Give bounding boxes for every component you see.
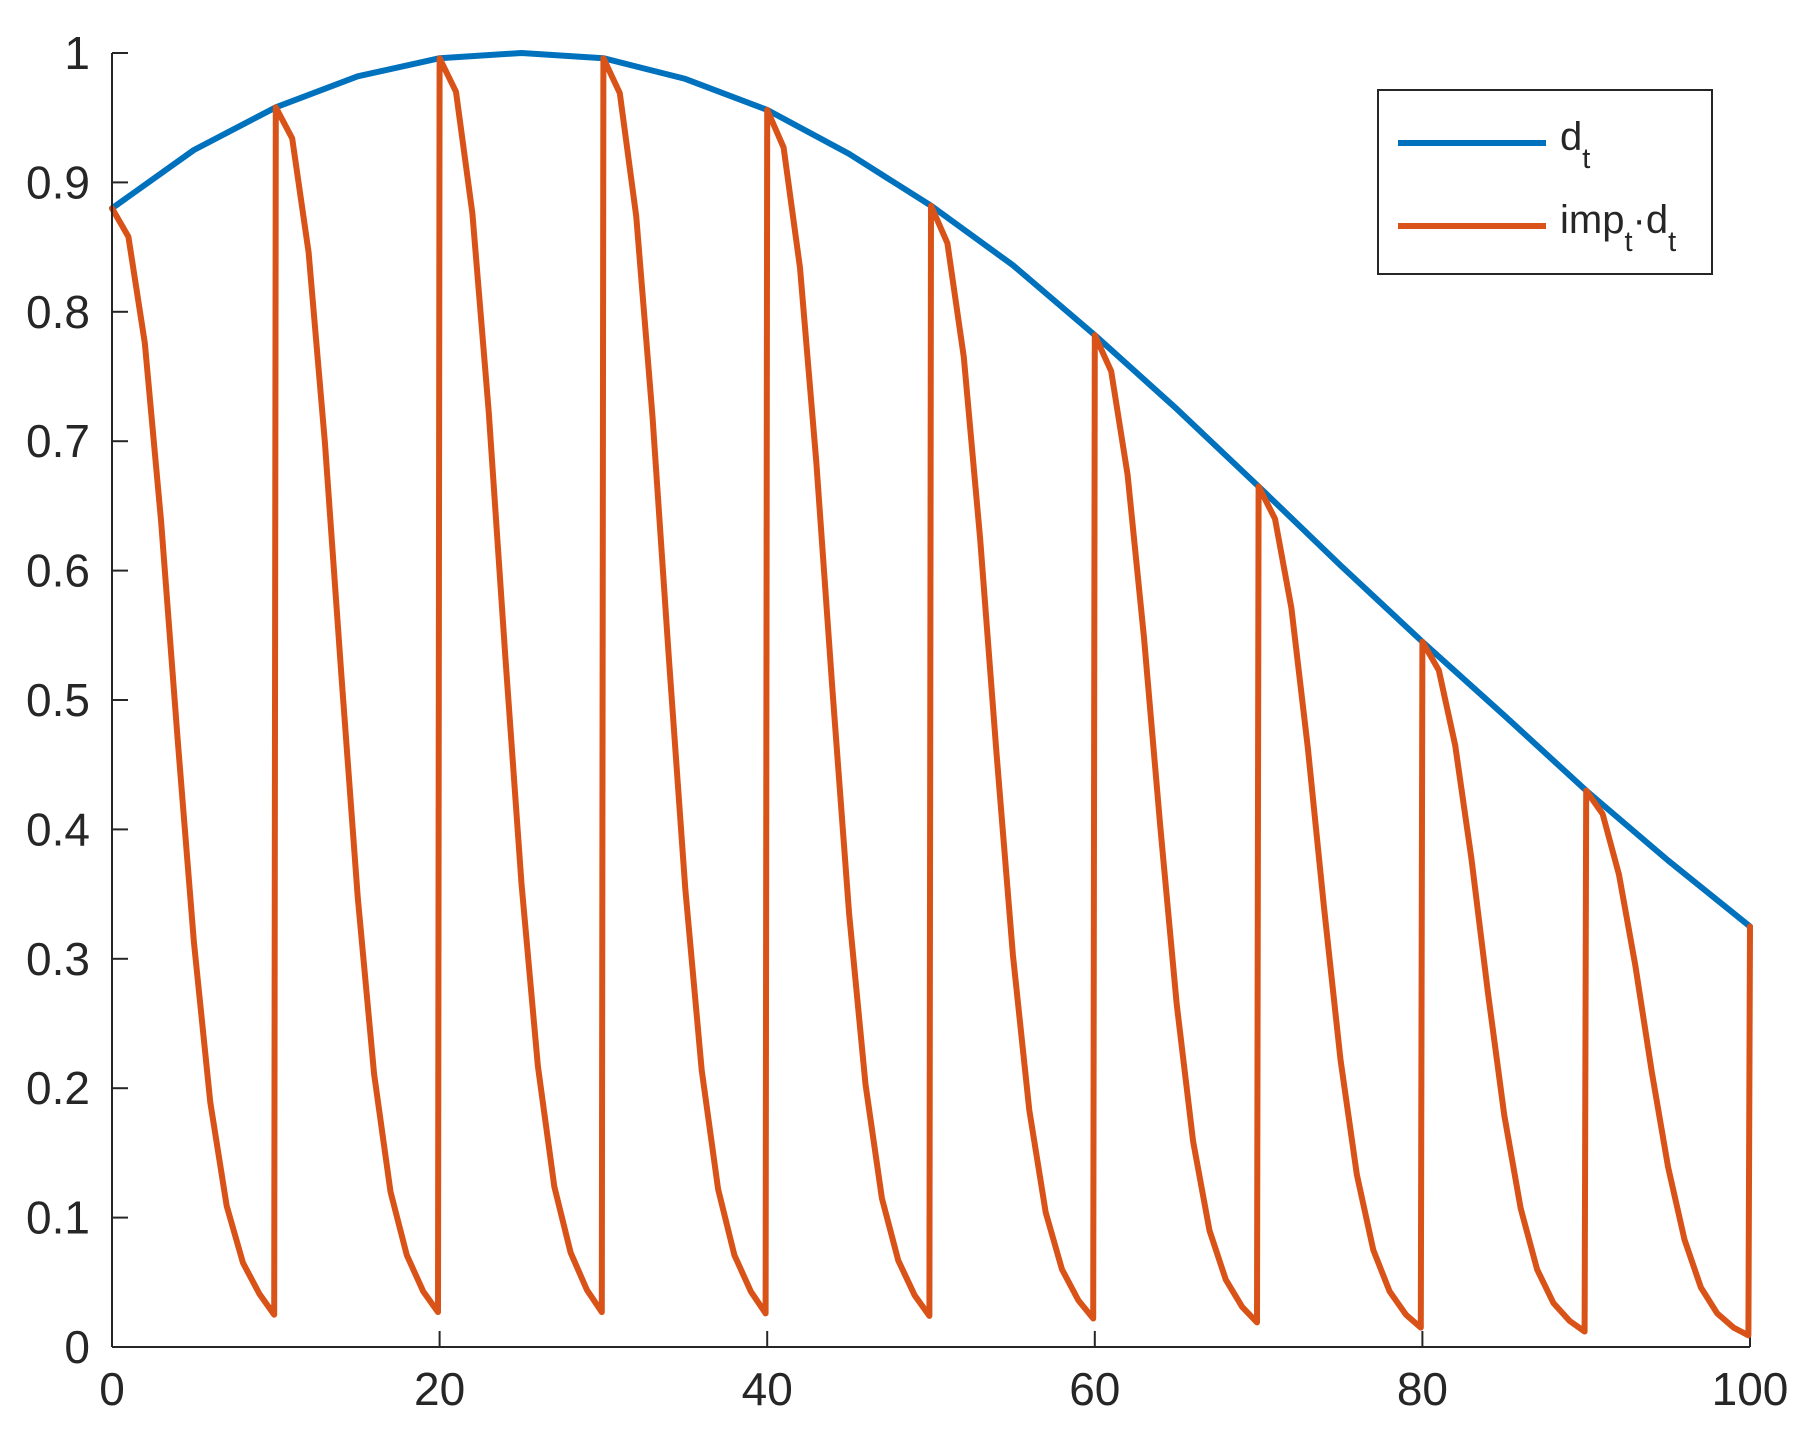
x-tick-label: 100 [1712, 1363, 1789, 1415]
legend-box [1377, 89, 1713, 275]
x-axis-ticks: 0 20 40 60 80 100 [99, 1331, 1788, 1415]
y-tick-label: 0.5 [26, 674, 90, 726]
legend-label-d: dt [1560, 115, 1590, 175]
y-axis-ticks: 0 0.1 0.2 0.3 0.4 0.5 0.6 0.7 0.8 0.9 1 [26, 27, 128, 1373]
y-tick-label: 0.3 [26, 933, 90, 985]
x-tick-label: 40 [742, 1363, 793, 1415]
legend: dt impt·dt [1377, 89, 1713, 275]
y-tick-label: 0.2 [26, 1062, 90, 1114]
series-line-imp-d [109, 55, 1753, 1339]
y-tick-label: 1 [64, 27, 90, 79]
y-tick-label: 0 [64, 1321, 90, 1373]
y-tick-label: 0.9 [26, 156, 90, 208]
x-tick-label: 80 [1397, 1363, 1448, 1415]
y-tick-label: 0.8 [26, 286, 90, 338]
y-tick-label: 0.4 [26, 803, 90, 855]
y-tick-label: 0.7 [26, 415, 90, 467]
plot-area [109, 50, 1753, 1339]
y-tick-label: 0.1 [26, 1192, 90, 1244]
y-tick-label: 0.6 [26, 545, 90, 597]
x-tick-label: 60 [1069, 1363, 1120, 1415]
x-tick-label: 20 [414, 1363, 465, 1415]
x-tick-label: 0 [99, 1363, 125, 1415]
legend-label-imp-d: impt·dt [1560, 198, 1676, 258]
